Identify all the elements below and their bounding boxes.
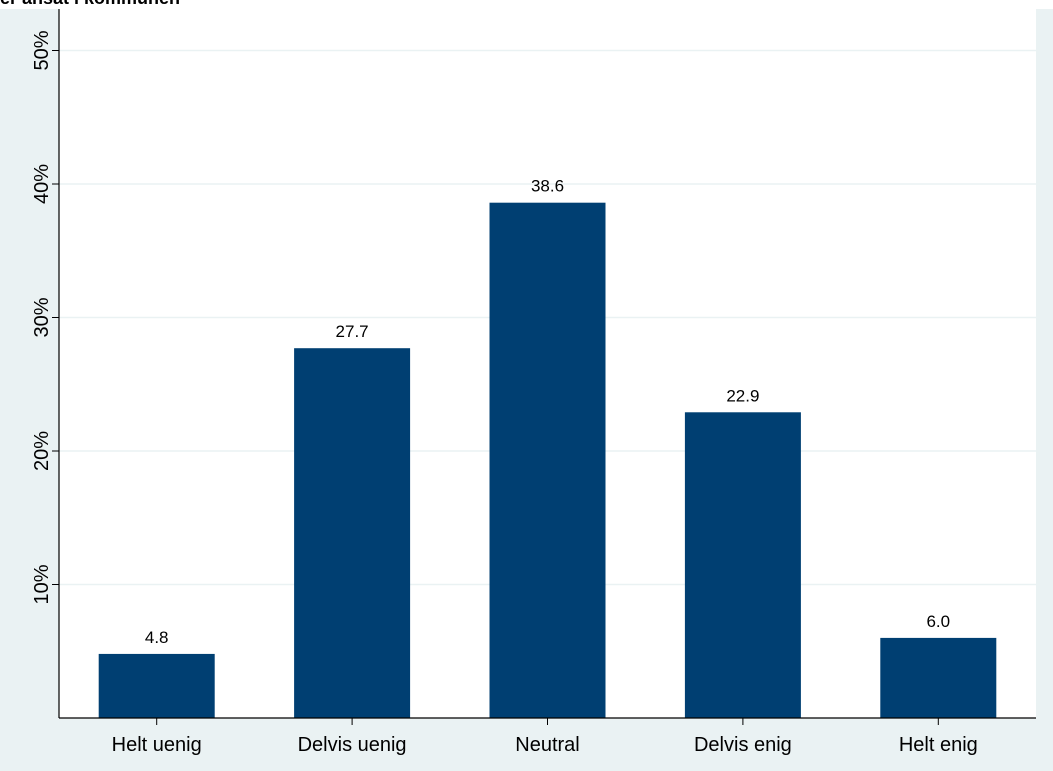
y-tick-label: 20% [31,431,53,471]
x-tick-label: Delvis enig [694,734,792,756]
x-tick-label: Delvis uenig [298,734,407,756]
y-tick-label: 10% [31,564,53,604]
bar-value-label: 4.8 [145,628,169,647]
x-tick-label: Helt enig [899,734,978,756]
bar [880,637,997,718]
bar-value-label: 38.6 [531,177,564,196]
x-tick-label: Neutral [515,734,579,756]
bar-value-label: 27.7 [336,322,369,341]
y-axis-ticks: 10% 20% 30% 40% 50% [31,30,59,605]
chart-title-clipped: er ansat i kommunen [0,0,180,8]
y-tick-label: 30% [31,297,53,337]
bar [294,348,411,718]
bar-value-label: 22.9 [726,386,759,405]
data-labels: 4.8 27.7 38.6 22.9 6.0 [145,177,950,647]
bar-value-label: 6.0 [926,612,950,631]
y-tick-label: 50% [31,30,53,70]
x-tick-label: Helt uenig [112,734,202,756]
bar [684,412,801,718]
bar [98,653,215,718]
bars [98,202,997,718]
y-tick-label: 40% [31,164,53,204]
x-axis-ticks: Helt uenig Delvis uenig Neutral Delvis enig… [112,718,978,756]
bar [489,202,606,718]
